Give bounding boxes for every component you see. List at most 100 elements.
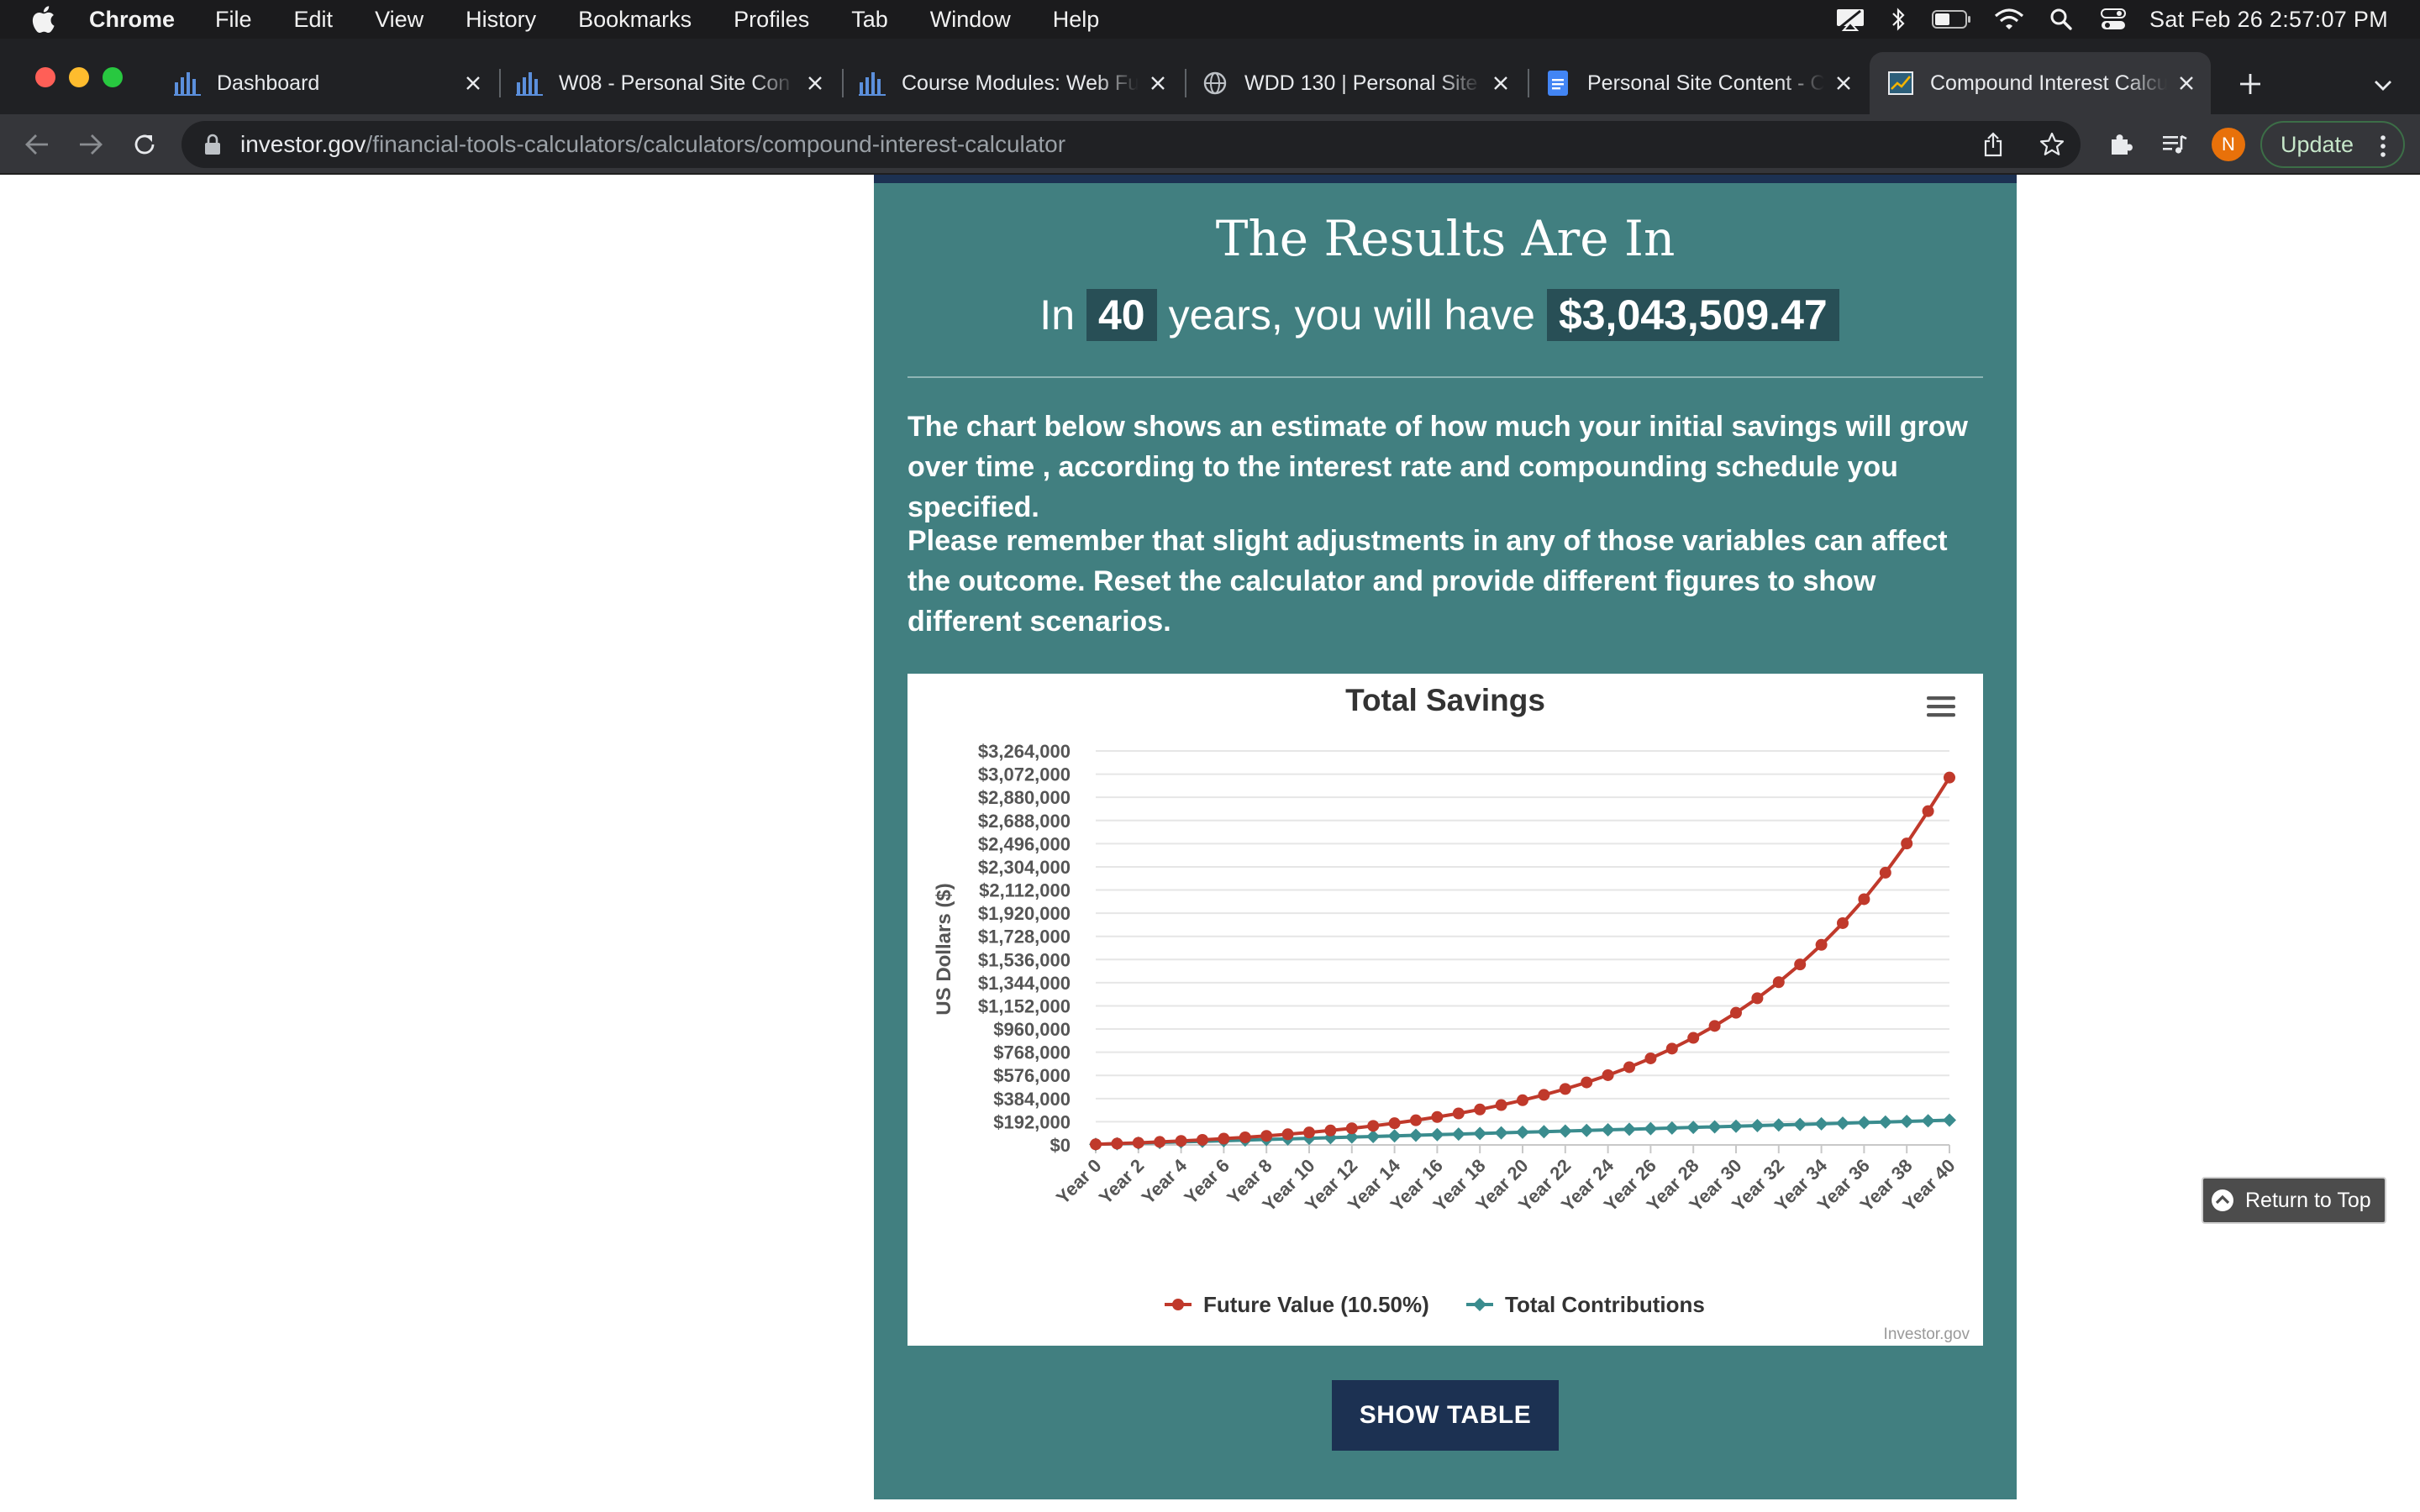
data-point[interactable] <box>1751 992 1764 1005</box>
data-point[interactable] <box>1175 1135 1187 1147</box>
data-point[interactable] <box>1517 1094 1528 1106</box>
data-point[interactable] <box>1366 1129 1381 1143</box>
data-point[interactable] <box>1707 1120 1722 1134</box>
data-point[interactable] <box>1430 1127 1444 1142</box>
data-point[interactable] <box>1581 1076 1593 1089</box>
data-point[interactable] <box>1644 1121 1658 1136</box>
apple-logo-icon[interactable] <box>30 5 55 34</box>
media-control-button[interactable] <box>2154 124 2195 165</box>
data-point[interactable] <box>1814 1116 1828 1131</box>
share-button[interactable] <box>1973 124 2013 165</box>
data-point[interactable] <box>1857 1116 1871 1130</box>
data-point[interactable] <box>1452 1107 1465 1120</box>
series-future-value[interactable] <box>1090 771 1955 1151</box>
data-point[interactable] <box>1878 1115 1892 1129</box>
data-point[interactable] <box>1729 1119 1743 1133</box>
return-to-top-button[interactable]: Return to Top <box>2202 1177 2386 1224</box>
menu-help[interactable]: Help <box>1052 6 1100 32</box>
data-point[interactable] <box>1771 1118 1786 1132</box>
legend-item[interactable]: Total Contributions <box>1466 1292 1705 1317</box>
screen-mirroring-icon[interactable] <box>1825 0 1876 39</box>
tab-close-icon[interactable] <box>1831 71 1856 96</box>
menu-window[interactable]: Window <box>929 6 1011 32</box>
tab-w08-personal-site[interactable]: W08 - Personal Site Con <box>498 52 839 114</box>
data-point[interactable] <box>1580 1123 1594 1137</box>
data-point[interactable] <box>1410 1114 1422 1126</box>
data-point[interactable] <box>1901 837 1913 850</box>
data-point[interactable] <box>1750 1119 1765 1133</box>
data-point[interactable] <box>1623 1122 1636 1137</box>
data-point[interactable] <box>1451 1127 1465 1142</box>
data-point[interactable] <box>1197 1133 1208 1146</box>
data-point[interactable] <box>1922 805 1934 817</box>
data-point[interactable] <box>1538 1089 1550 1101</box>
data-point[interactable] <box>1708 1020 1721 1032</box>
data-point[interactable] <box>1794 958 1807 971</box>
data-point[interactable] <box>1921 1114 1935 1128</box>
bluetooth-icon[interactable] <box>1876 0 1921 39</box>
data-point[interactable] <box>1943 1113 1956 1127</box>
data-point[interactable] <box>1730 1006 1742 1019</box>
back-button[interactable] <box>17 124 57 165</box>
address-bar[interactable]: investor.gov/financial-tools-calculators… <box>182 121 2081 168</box>
window-minimize-button[interactable] <box>69 67 89 87</box>
data-point[interactable] <box>1537 1125 1551 1139</box>
bookmark-star-button[interactable] <box>2032 124 2072 165</box>
data-point[interactable] <box>1303 1126 1315 1139</box>
control-center-icon[interactable] <box>2087 0 2139 39</box>
menu-bar-clock[interactable]: Sat Feb 26 2:57:07 PM <box>2149 6 2388 32</box>
chart-context-menu-button[interactable] <box>1926 694 1960 727</box>
data-point[interactable] <box>1944 771 1955 784</box>
data-point[interactable] <box>1495 1099 1507 1111</box>
data-point[interactable] <box>1772 976 1785 989</box>
wifi-icon[interactable] <box>1983 0 2035 39</box>
data-point[interactable] <box>1602 1068 1614 1081</box>
tab-close-icon[interactable] <box>2174 71 2199 96</box>
menu-edit[interactable]: Edit <box>293 6 334 32</box>
data-point[interactable] <box>1494 1126 1508 1140</box>
tab-dashboard[interactable]: Dashboard <box>156 52 497 114</box>
data-point[interactable] <box>1387 1129 1402 1143</box>
data-point[interactable] <box>1900 1114 1914 1128</box>
tab-close-icon[interactable] <box>802 71 828 96</box>
data-point[interactable] <box>1665 1121 1679 1135</box>
show-table-button[interactable]: SHOW TABLE <box>1332 1380 1559 1451</box>
spotlight-search-icon[interactable] <box>2035 0 2087 39</box>
profile-avatar[interactable]: N <box>2212 128 2245 161</box>
update-button[interactable]: Update <box>2260 121 2405 168</box>
data-point[interactable] <box>1623 1061 1635 1074</box>
data-point[interactable] <box>1558 1124 1572 1138</box>
data-point[interactable] <box>1601 1123 1615 1137</box>
data-point[interactable] <box>1665 1042 1678 1055</box>
data-point[interactable] <box>1388 1117 1401 1130</box>
menu-bookmarks[interactable]: Bookmarks <box>578 6 692 32</box>
tab-close-icon[interactable] <box>1488 71 1513 96</box>
window-close-button[interactable] <box>35 67 55 87</box>
data-point[interactable] <box>1409 1128 1423 1142</box>
data-point[interactable] <box>1154 1136 1166 1148</box>
data-point[interactable] <box>1281 1128 1294 1141</box>
lock-icon[interactable] <box>200 132 225 157</box>
data-point[interactable] <box>1344 1130 1359 1144</box>
menu-app-name[interactable]: Chrome <box>89 6 176 32</box>
data-point[interactable] <box>1324 1124 1337 1137</box>
data-point[interactable] <box>1815 938 1828 951</box>
tab-search-button[interactable] <box>2366 69 2400 102</box>
data-point[interactable] <box>1836 1116 1849 1131</box>
tab-close-icon[interactable] <box>460 71 486 96</box>
data-point[interactable] <box>1474 1103 1486 1116</box>
data-point[interactable] <box>1431 1110 1444 1123</box>
menu-file[interactable]: File <box>215 6 252 32</box>
tab-course-modules[interactable]: Course Modules: Web Fu <box>841 52 1182 114</box>
data-point[interactable] <box>1367 1120 1380 1132</box>
data-point[interactable] <box>1793 1117 1807 1131</box>
tab-compound-interest-calculator[interactable]: Compound Interest Calcu <box>1870 52 2211 114</box>
data-point[interactable] <box>1090 1138 1102 1151</box>
data-point[interactable] <box>1260 1130 1273 1142</box>
data-point[interactable] <box>1345 1122 1358 1135</box>
menu-tab[interactable]: Tab <box>851 6 888 32</box>
new-tab-button[interactable] <box>2232 66 2269 102</box>
data-point[interactable] <box>1559 1083 1571 1095</box>
data-point[interactable] <box>1239 1131 1251 1143</box>
menu-history[interactable]: History <box>466 6 537 32</box>
